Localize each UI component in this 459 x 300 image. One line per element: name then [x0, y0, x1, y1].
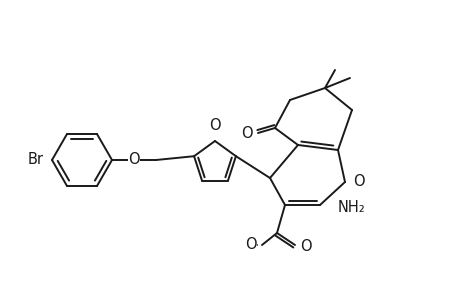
Text: NH₂: NH₂	[337, 200, 365, 214]
Text: O: O	[299, 239, 311, 254]
Text: O: O	[245, 238, 257, 253]
Text: Br: Br	[28, 152, 44, 167]
Text: O: O	[241, 125, 252, 140]
Text: O: O	[209, 118, 220, 133]
Text: O: O	[128, 152, 140, 167]
Text: O: O	[352, 175, 364, 190]
